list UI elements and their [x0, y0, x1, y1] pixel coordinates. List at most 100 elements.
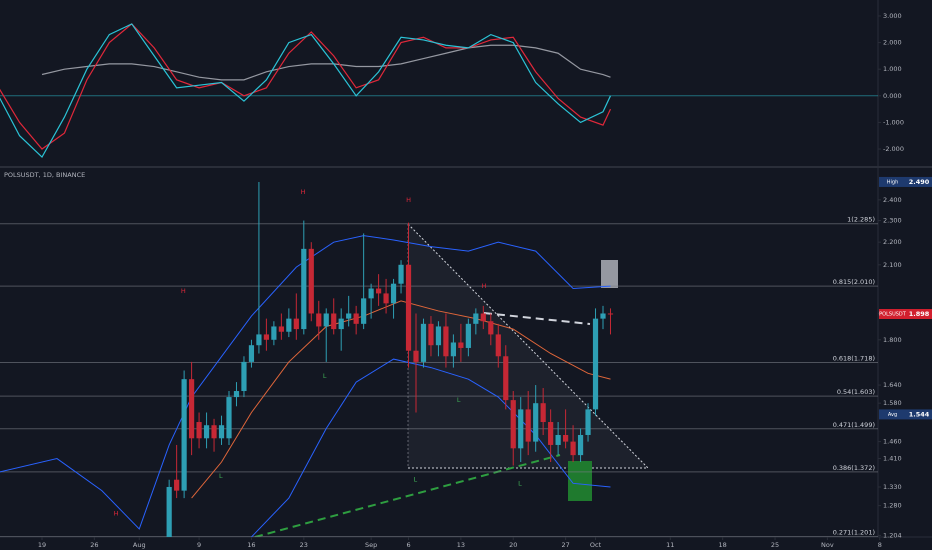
- pivot-marker: L: [518, 479, 522, 487]
- candle-body: [286, 318, 292, 332]
- y-tick-label: 1.580: [883, 399, 902, 407]
- fib-label: 0.271(1.201): [833, 529, 875, 537]
- signal-box: [568, 461, 592, 501]
- candle-body: [607, 313, 614, 315]
- candle-body: [278, 326, 284, 332]
- candle-body: [585, 409, 591, 435]
- fib-label: 0.386(1.372): [833, 464, 875, 472]
- price-label-value: 1.898: [909, 310, 930, 318]
- x-tick-label: 19: [38, 541, 46, 549]
- signal-box: [601, 260, 618, 288]
- candle-body: [181, 379, 187, 491]
- candle-body: [316, 313, 322, 327]
- fib-label: 0.618(1.718): [833, 354, 875, 362]
- band-line: [0, 235, 611, 530]
- chart-title: POLSUSDT, 1D, BINANCE: [4, 171, 85, 179]
- price-label-box: [906, 409, 932, 420]
- candle-body: [331, 313, 337, 330]
- candle-body: [353, 313, 359, 324]
- x-tick-label: 23: [300, 541, 308, 549]
- candle-body: [233, 391, 240, 398]
- candle-body: [428, 323, 434, 346]
- y-tick-label: 1.204: [883, 531, 902, 539]
- candle-body: [600, 313, 606, 319]
- x-tick-label: 25: [771, 541, 779, 549]
- price-label-name: High: [887, 179, 899, 185]
- candle-body: [420, 323, 427, 362]
- oscillator-line: [0, 23, 612, 158]
- price-label-value: 1.544: [909, 410, 930, 418]
- candle-body: [189, 379, 195, 439]
- pivot-marker: L: [323, 372, 327, 380]
- pivot-marker: L: [219, 472, 223, 480]
- candle-body: [166, 486, 172, 537]
- candle-body: [525, 409, 531, 442]
- x-tick-label: Sep: [365, 541, 377, 549]
- candle-body: [256, 334, 262, 346]
- candle-body: [488, 321, 494, 335]
- y-tick-label: 1.280: [883, 502, 902, 510]
- candle-body: [368, 288, 374, 299]
- candle-body: [555, 434, 561, 445]
- candle-body: [577, 434, 584, 456]
- x-tick-label: 9: [197, 541, 201, 549]
- pivot-marker: H: [482, 282, 487, 290]
- price-label-box: [879, 409, 906, 420]
- y-tick-label: 2.400: [883, 196, 902, 204]
- candle-body: [443, 326, 449, 357]
- price-label-box: [906, 308, 932, 319]
- candle-body: [293, 318, 299, 330]
- x-tick-label: Aug: [133, 541, 146, 549]
- candle-body: [301, 248, 307, 330]
- candle-body: [383, 293, 389, 304]
- candle-body: [248, 345, 255, 362]
- candle-body: [323, 313, 329, 327]
- candle-body: [563, 434, 569, 442]
- fib-label: 0.54(1.603): [837, 388, 875, 396]
- candle-body: [308, 248, 314, 314]
- pivot-marker: H: [181, 287, 186, 295]
- candle-body: [465, 323, 471, 348]
- pivot-marker: L: [413, 476, 417, 484]
- candle-body: [435, 326, 442, 346]
- x-tick-label: 6: [406, 541, 410, 549]
- resistance-line: [483, 312, 591, 325]
- x-tick-label: Oct: [590, 541, 602, 549]
- price-label-box: [879, 308, 906, 319]
- candle-body: [263, 334, 269, 340]
- fib-label: 1(2.285): [847, 216, 875, 224]
- pivot-marker: L: [457, 396, 461, 404]
- candle-body: [540, 403, 546, 423]
- candle-body: [450, 342, 456, 357]
- osc-tick-label: -1.000: [883, 118, 904, 126]
- pivot-marker: H: [301, 188, 306, 196]
- candle-body: [361, 298, 367, 324]
- candle-body: [390, 283, 397, 304]
- candle-body: [203, 425, 210, 439]
- candle-body: [338, 318, 344, 330]
- candle-body: [473, 313, 479, 324]
- candle-body: [480, 313, 486, 322]
- candle-body: [271, 326, 277, 340]
- fib-label: 0.815(2.010): [833, 278, 875, 286]
- candle-body: [218, 425, 225, 439]
- band-line: [191, 300, 611, 499]
- osc-tick-label: 3.000: [883, 12, 902, 20]
- candle-body: [518, 409, 524, 449]
- candle-body: [570, 441, 576, 456]
- y-tick-label: 2.100: [883, 261, 902, 269]
- y-tick-label: 1.460: [883, 438, 902, 446]
- x-tick-label: Nov: [821, 541, 834, 549]
- price-label-value: 2.490: [909, 178, 930, 186]
- x-tick-label: 20: [509, 541, 517, 549]
- candle-body: [405, 264, 412, 351]
- y-tick-label: 1.330: [883, 483, 902, 491]
- pivot-marker: H: [114, 509, 119, 517]
- candle-body: [495, 334, 501, 357]
- candle-body: [226, 397, 232, 439]
- triangle-trendline: [407, 223, 649, 469]
- x-tick-label: 13: [457, 541, 465, 549]
- pivot-marker: H: [406, 196, 411, 204]
